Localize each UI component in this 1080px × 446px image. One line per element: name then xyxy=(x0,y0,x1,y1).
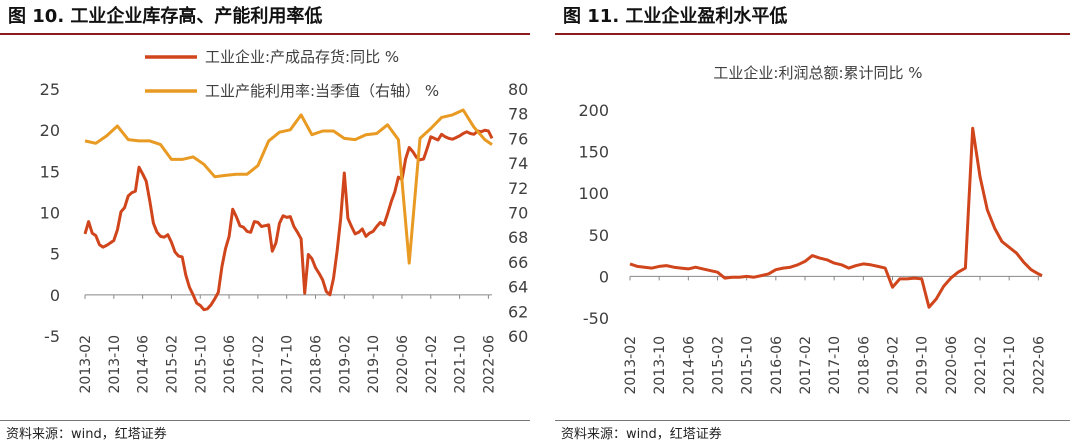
figure-10-panel: 图 10. 工业企业库存高、产能利用率低 -5 0 5 10 15 20 25 60 62 64 6… xyxy=(0,6,530,442)
y-right-tick-label: 66 xyxy=(508,253,528,272)
x-tick-label: 2021-02 xyxy=(424,335,440,394)
x-tick-label: 2021-10 xyxy=(1002,336,1018,395)
title-rule xyxy=(0,33,530,35)
y-right-tick-label: 80 xyxy=(508,80,528,99)
x-tick-label: 2017-02 xyxy=(251,335,267,394)
x-tick-label: 2017-10 xyxy=(280,335,296,394)
footer-rule xyxy=(0,420,530,421)
profit-growth-chart: 工业企业:利润总额:累计同比 % -50 0 50 100 150 200 2013-02 20… xyxy=(578,64,1047,395)
y-right-tick-label: 70 xyxy=(508,204,528,223)
x-tick-label: 2017-02 xyxy=(798,336,814,395)
x-tick-label: 2018-06 xyxy=(309,335,325,394)
title-rule xyxy=(555,33,1070,35)
figure-10-title: 图 10. 工业企业库存高、产能利用率低 xyxy=(8,6,323,27)
x-tick-label: 2015-02 xyxy=(164,335,180,394)
x-tick-label: 2019-02 xyxy=(337,335,353,394)
y-right-tick-label: 64 xyxy=(508,278,528,297)
x-tick-label: 2013-10 xyxy=(107,335,123,394)
x-tick-label: 2021-02 xyxy=(973,336,989,395)
series-line xyxy=(83,128,494,312)
x-tick-label: 2014-06 xyxy=(136,335,152,394)
y-left-tick-label: 50 xyxy=(589,226,609,245)
series-line xyxy=(629,126,1043,309)
figure-10-source: 资料来源：wind，红塔证券 xyxy=(6,427,167,442)
y-left-tick-label: 100 xyxy=(578,184,609,203)
x-tick-label: 2019-10 xyxy=(366,335,382,394)
x-tick-label: 2016-06 xyxy=(769,336,785,395)
x-tick-label: 2015-02 xyxy=(711,336,727,395)
footer-rule xyxy=(555,420,1070,421)
figure-11-panel: 图 11. 工业企业盈利水平低 工业企业:利润总额:累计同比 % -50 0 50 10… xyxy=(555,0,1080,446)
y-left-tick-label: 25 xyxy=(40,80,60,99)
y-left-tick-label: 10 xyxy=(40,204,60,223)
y-left-tick-label: 20 xyxy=(40,121,60,140)
x-tick-label: 2016-06 xyxy=(222,335,238,394)
y-left-tick-label: 150 xyxy=(578,143,609,162)
legend-label: 工业企业:产成品存货:同比 % xyxy=(205,48,399,66)
y-right-tick-label: 74 xyxy=(508,154,528,173)
y-right-tick-label: 72 xyxy=(508,179,528,198)
inventory-capacity-chart: -5 0 5 10 15 20 25 60 62 64 66 68 70 72 74 76 78 80 2013-0… xyxy=(40,48,529,394)
y-left-tick-label: -50 xyxy=(583,309,609,328)
figure-11-source: 资料来源：wind，红塔证券 xyxy=(561,427,722,442)
y-left-tick-label: 200 xyxy=(578,101,609,120)
x-tick-label: 2018-06 xyxy=(856,336,872,395)
x-tick-label: 2015-10 xyxy=(740,336,756,395)
x-tick-label: 2017-10 xyxy=(827,336,843,395)
x-tick-label: 2022-06 xyxy=(1031,336,1047,395)
y-right-tick-label: 76 xyxy=(508,129,528,148)
x-tick-label: 2014-06 xyxy=(681,336,697,395)
x-tick-label: 2019-10 xyxy=(915,336,931,395)
legend-label: 工业产能利用率:当季值（右轴） % xyxy=(205,82,439,100)
series-line xyxy=(84,108,493,265)
y-right-tick-label: 68 xyxy=(508,228,528,247)
y-right-tick-label: 60 xyxy=(508,327,528,346)
y-right-tick-label: 78 xyxy=(508,105,528,124)
y-left-tick-label: 0 xyxy=(50,286,60,305)
figure-11-title: 图 11. 工业企业盈利水平低 xyxy=(563,6,788,27)
x-tick-label: 2019-02 xyxy=(886,336,902,395)
y-right-tick-label: 62 xyxy=(508,302,528,321)
x-tick-label: 2022-06 xyxy=(481,335,497,394)
x-tick-label: 2021-10 xyxy=(453,335,469,394)
x-tick-label: 2020-06 xyxy=(395,335,411,394)
x-tick-label: 2013-02 xyxy=(623,336,639,395)
x-tick-label: 2020-06 xyxy=(944,336,960,395)
x-tick-label: 2013-02 xyxy=(78,335,94,394)
y-left-tick-label: 5 xyxy=(50,245,60,264)
x-tick-label: 2013-10 xyxy=(652,336,668,395)
x-tick-label: 2015-10 xyxy=(193,335,209,394)
y-left-tick-label: 0 xyxy=(599,267,609,286)
y-left-tick-label: -5 xyxy=(44,327,60,346)
chart-title: 工业企业:利润总额:累计同比 % xyxy=(713,64,922,82)
y-left-tick-label: 15 xyxy=(40,162,60,181)
